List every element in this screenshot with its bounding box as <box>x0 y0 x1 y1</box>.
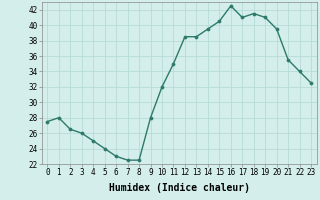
X-axis label: Humidex (Indice chaleur): Humidex (Indice chaleur) <box>109 183 250 193</box>
